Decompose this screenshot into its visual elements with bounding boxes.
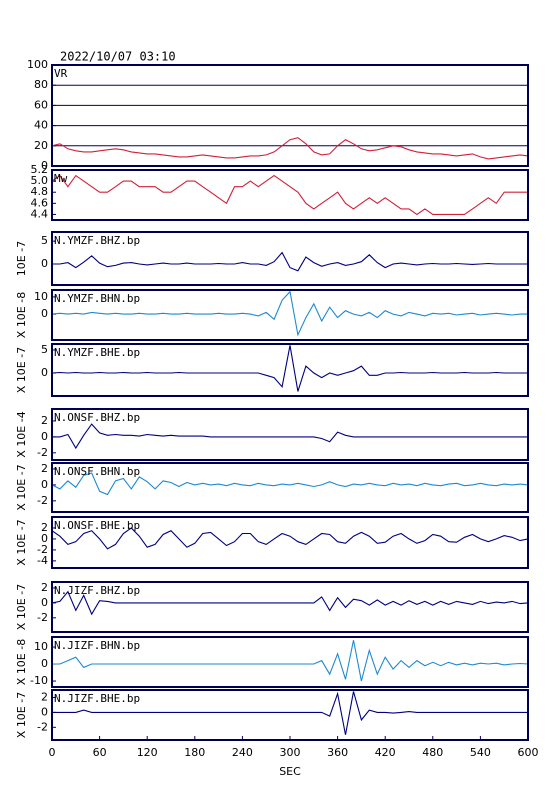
panel-name: N.ONSF.BHN.bp — [54, 465, 140, 478]
panel-frame — [51, 343, 529, 397]
y-tick-label: 0 — [41, 257, 48, 270]
scale-label: X 10E -7 — [15, 584, 28, 630]
x-tick-label: 480 — [422, 746, 443, 759]
y-tick-label: -2 — [37, 611, 48, 624]
y-tick-label: 0 — [41, 478, 48, 491]
y-tick-label: 80 — [34, 78, 48, 91]
scale-label: X 10E -7 — [15, 519, 28, 565]
panel-name: N.YMZF.BHN.bp — [54, 292, 140, 305]
scale-label: X 10E -7 — [15, 347, 28, 393]
waveform — [52, 640, 528, 682]
y-tick-label: 0 — [41, 159, 48, 172]
panel-frame — [51, 516, 529, 569]
y-tick-label: 4.6 — [31, 196, 49, 209]
x-tick-label: 60 — [93, 746, 107, 759]
panel-name: VR — [54, 67, 68, 80]
x-axis-label: SEC — [279, 765, 301, 778]
scale-label: X 10E -8 — [15, 292, 28, 338]
y-tick-label: 5.0 — [31, 174, 49, 187]
waveform — [52, 137, 528, 160]
waveform — [52, 472, 528, 496]
y-tick-label: 40 — [34, 119, 48, 132]
y-tick-label: 4.8 — [31, 185, 49, 198]
panel-frame — [51, 636, 529, 688]
panel-name: N.JIZF.BHZ.bp — [54, 584, 140, 597]
y-tick-label: 0 — [41, 657, 48, 670]
waveform — [52, 251, 528, 272]
y-tick-label: 0 — [41, 307, 48, 320]
y-tick-label: 5 — [41, 234, 48, 247]
panel-frame — [51, 462, 529, 513]
y-tick-label: -4 — [37, 554, 48, 567]
scale-label: X 10E -7 — [15, 464, 28, 510]
y-tick-label: 0 — [41, 430, 48, 443]
x-tick-label: 300 — [280, 746, 301, 759]
y-tick-label: 0 — [41, 596, 48, 609]
y-tick-label: 20 — [34, 139, 48, 152]
x-tick-label: 0 — [49, 746, 56, 759]
x-tick-label: 120 — [137, 746, 158, 759]
scale-label: 10E -7 — [15, 241, 28, 276]
scale-label: X 10E -7 — [15, 692, 28, 738]
waveform — [52, 345, 528, 392]
y-tick-label: 2 — [41, 414, 48, 427]
panel-name: N.YMZF.BHZ.bp — [54, 234, 140, 247]
waveform — [52, 174, 528, 216]
y-tick-label: 4.4 — [31, 207, 49, 220]
y-tick-label: 5 — [41, 343, 48, 356]
y-tick-label: -2 — [37, 543, 48, 556]
y-tick-label: 0 — [41, 366, 48, 379]
y-tick-label: 60 — [34, 98, 48, 111]
y-tick-label: 10 — [34, 290, 48, 303]
panel-name: N.JIZF.BHN.bp — [54, 639, 140, 652]
y-tick-label: -2 — [37, 720, 48, 733]
y-tick-label: 5.2 — [31, 163, 49, 176]
panel-name: N.ONSF.BHZ.bp — [54, 411, 140, 424]
y-tick-label: -2 — [37, 446, 48, 459]
waveform — [52, 590, 528, 616]
panel-frame — [51, 581, 529, 633]
panel-frame — [51, 231, 529, 286]
y-tick-label: 2 — [41, 462, 48, 475]
y-tick-label: 2 — [41, 521, 48, 534]
y-tick-label: -10 — [30, 674, 48, 687]
x-tick-label: 540 — [470, 746, 491, 759]
waveform — [52, 527, 528, 550]
date: 2022/10/07 03:10 — [60, 50, 176, 64]
scale-label: X 10E -8 — [15, 639, 28, 685]
x-tick-label: 600 — [518, 746, 539, 759]
waveform — [52, 423, 528, 450]
y-tick-label: 100 — [27, 58, 48, 71]
y-tick-label: 0 — [41, 532, 48, 545]
y-tick-label: 0 — [41, 705, 48, 718]
panel-frame — [51, 64, 529, 167]
y-tick-label: 2 — [41, 690, 48, 703]
panel-name: N.JIZF.BHE.bp — [54, 692, 140, 705]
panel-frame — [51, 289, 529, 341]
scale-label: X 10E -4 — [15, 411, 28, 457]
panel-name: N.YMZF.BHE.bp — [54, 346, 140, 359]
x-tick-label: 360 — [327, 746, 348, 759]
panel-frame — [51, 408, 529, 461]
x-tick-label: 240 — [232, 746, 253, 759]
panel-name: N.ONSF.BHE.bp — [54, 519, 140, 532]
waveform — [52, 290, 528, 337]
y-tick-label: 2 — [41, 581, 48, 594]
y-tick-label: 10 — [34, 640, 48, 653]
x-tick-label: 420 — [375, 746, 396, 759]
x-tick-label: 180 — [184, 746, 205, 759]
y-tick-label: -2 — [37, 494, 48, 507]
waveform — [52, 691, 528, 735]
panel-name: Mw — [54, 172, 68, 185]
panel-frame — [51, 169, 529, 221]
